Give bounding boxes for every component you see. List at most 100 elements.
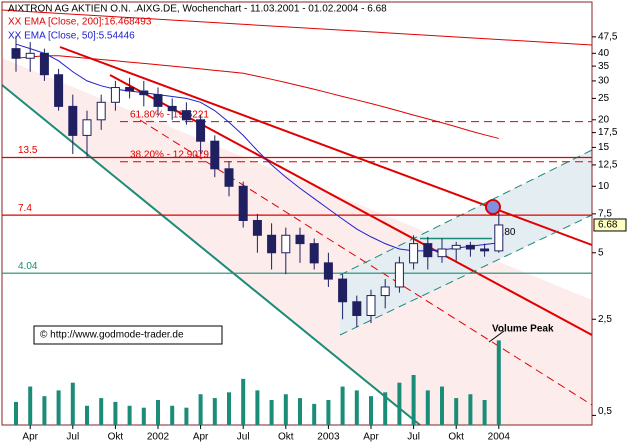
y-tick-label: 12,5 <box>598 160 618 171</box>
chart-title: AIXTRON AG AKTIEN O.N. .AIXG.DE, Wochenc… <box>8 4 387 15</box>
volume-bar <box>141 407 146 425</box>
trendlines <box>1 9 593 426</box>
level-label: 38.20% - 12.9079 <box>130 149 209 160</box>
copyright: © http://www.godmode-trader.de <box>40 330 184 341</box>
volume-bar <box>411 375 416 425</box>
candle-body <box>480 248 490 252</box>
x-tick-label: 2003 <box>317 432 340 443</box>
volume-bar <box>255 390 260 425</box>
level-label: 4.04 <box>18 261 38 272</box>
x-tick-label: 2004 <box>488 432 511 443</box>
x-tick-label: Okt <box>108 432 124 443</box>
x-tick-label: 2002 <box>147 432 170 443</box>
marker-label: 5,80 <box>496 227 516 238</box>
candle-body <box>110 87 120 103</box>
candle-body <box>167 105 177 112</box>
candle-body <box>39 52 49 76</box>
candle-body <box>423 243 433 258</box>
volume-bar <box>269 400 274 425</box>
volume-bar <box>170 405 175 425</box>
level-label: 61.80% - 19.6221 <box>130 109 209 120</box>
annotation: Volume Peak <box>492 324 554 335</box>
volume-bar <box>354 390 359 425</box>
volume-bar <box>425 390 430 425</box>
volume-bar <box>56 390 61 425</box>
y-tick-label: 30 <box>598 76 610 87</box>
candle-body <box>409 243 419 264</box>
candle-body <box>125 87 135 92</box>
volume-bar <box>383 392 388 425</box>
y2-tick-label: 0,5 <box>598 406 612 417</box>
volume-bar <box>326 400 331 425</box>
candle-body <box>82 119 92 136</box>
candle-body <box>309 243 319 264</box>
candle-body <box>25 52 35 59</box>
candle-body <box>352 301 362 316</box>
volume-bar <box>156 400 160 425</box>
ema-line <box>15 55 499 139</box>
volume-bar <box>14 401 18 425</box>
volume-bar <box>227 392 231 425</box>
candle-body <box>451 244 461 250</box>
volume-bar <box>99 398 104 425</box>
x-tick-label: Jul <box>66 432 79 443</box>
x-tick-label: Apr <box>22 432 38 443</box>
y-tick-label: 25 <box>598 93 610 104</box>
volume-bar <box>113 401 118 425</box>
candle-body <box>366 295 376 316</box>
volume-bar <box>454 398 459 425</box>
level-label: 7.4 <box>18 203 32 214</box>
candle-body <box>494 224 504 252</box>
y-tick-label: 20 <box>598 114 610 125</box>
volume-bar <box>42 396 47 425</box>
candle-body <box>224 168 234 187</box>
x-tick-label: Okt <box>278 432 294 443</box>
volume-bar <box>312 403 317 425</box>
y-tick-label: 15 <box>598 142 610 153</box>
x-tick-label: Okt <box>448 432 464 443</box>
candle-body <box>11 48 21 59</box>
candle-body <box>394 262 404 288</box>
legend-entry: XX EMA [Close, 200]:16.468493 <box>8 17 152 28</box>
candle-body <box>267 234 277 254</box>
volume-bar <box>397 382 402 425</box>
level-label: 13.5 <box>18 145 38 156</box>
candle-body <box>380 286 390 297</box>
y-tick-label: 35 <box>598 61 610 72</box>
last-price-box <box>593 218 627 232</box>
candle-body <box>153 94 163 107</box>
y-tick-label: 2,5 <box>598 314 612 325</box>
trendline <box>339 214 593 336</box>
candle-body <box>139 90 149 96</box>
candle-body <box>281 234 291 254</box>
candle-body <box>210 140 220 170</box>
volume-bar <box>184 407 189 425</box>
volume-bar <box>70 382 75 425</box>
candle-body <box>196 119 206 142</box>
trendline <box>59 46 593 246</box>
volume-bar <box>298 398 302 425</box>
volume-bar <box>369 396 373 425</box>
trendline <box>1 84 421 426</box>
trendline <box>339 149 593 276</box>
volume-bar <box>283 394 288 425</box>
candle-body <box>338 278 348 303</box>
volume-bar <box>127 405 132 425</box>
candle-body <box>252 219 262 236</box>
up-channel-fill <box>340 150 592 335</box>
legend-entry: XX EMA [Close, 50]:5.54446 <box>8 31 135 42</box>
volume-bar <box>28 386 33 425</box>
x-tick-label: Jul <box>407 432 420 443</box>
candle-body <box>96 101 106 121</box>
y-tick-label: 40 <box>598 48 610 59</box>
volume-bar <box>468 394 473 425</box>
candle-body <box>437 248 447 258</box>
volume-bar <box>212 398 217 425</box>
candle-body <box>68 105 78 136</box>
candle-body <box>181 110 191 121</box>
candle-body <box>465 244 475 250</box>
ema-line <box>15 43 499 252</box>
candle-body <box>295 234 305 245</box>
y-tick-label: 10 <box>598 181 610 192</box>
